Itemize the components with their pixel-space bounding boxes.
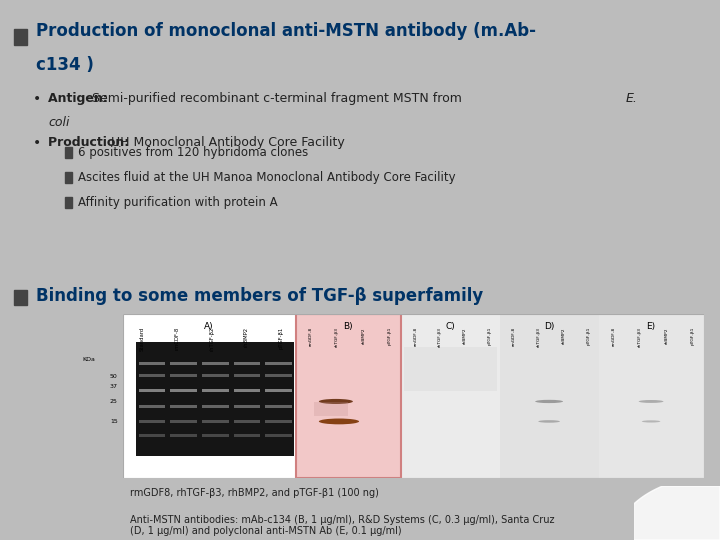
Bar xyxy=(234,420,261,423)
Text: UH Monoclonal Antibody Core Facility: UH Monoclonal Antibody Core Facility xyxy=(111,136,344,148)
Bar xyxy=(598,314,703,478)
Text: E): E) xyxy=(647,322,656,330)
Bar xyxy=(234,362,261,365)
Text: pTGF-β1: pTGF-β1 xyxy=(387,327,392,346)
Text: B): B) xyxy=(343,322,353,330)
Text: rhBMP2: rhBMP2 xyxy=(361,327,365,343)
Bar xyxy=(171,420,197,423)
Bar xyxy=(401,314,500,478)
Ellipse shape xyxy=(319,418,359,424)
Bar xyxy=(265,406,292,408)
Ellipse shape xyxy=(642,420,660,422)
Bar xyxy=(202,389,229,392)
Bar xyxy=(202,362,229,365)
Text: rmGDF8, rhTGF-β3, rhBMP2, and pTGF-β1 (100 ng): rmGDF8, rhTGF-β3, rhBMP2, and pTGF-β1 (1… xyxy=(130,488,379,498)
Bar xyxy=(171,434,197,437)
Bar xyxy=(314,402,348,416)
Bar xyxy=(202,420,229,423)
Text: rmGDF-8: rmGDF-8 xyxy=(309,327,313,346)
Text: •: • xyxy=(32,136,41,150)
Text: rhTGF-β2: rhTGF-β2 xyxy=(210,327,214,352)
Bar xyxy=(265,362,292,365)
Bar xyxy=(65,172,72,183)
Text: E.: E. xyxy=(626,92,637,105)
Bar xyxy=(139,434,166,437)
Ellipse shape xyxy=(639,400,663,403)
Text: pTGF-β1: pTGF-β1 xyxy=(487,327,491,346)
Text: Binding to some members of TGF-β superfamily: Binding to some members of TGF-β superfa… xyxy=(35,287,483,305)
Bar xyxy=(136,342,294,456)
Bar xyxy=(171,362,197,365)
Bar xyxy=(65,147,72,158)
Bar xyxy=(500,314,598,478)
Bar xyxy=(202,374,229,377)
Bar xyxy=(122,314,296,478)
Bar xyxy=(14,290,27,305)
Bar xyxy=(14,29,27,45)
Text: rmGDF-8: rmGDF-8 xyxy=(612,327,616,346)
Text: rmGDF-8: rmGDF-8 xyxy=(413,327,417,346)
Bar xyxy=(234,406,261,408)
Bar xyxy=(65,198,72,208)
Bar xyxy=(171,389,197,392)
Bar xyxy=(234,389,261,392)
Text: C): C) xyxy=(446,322,455,330)
Text: Semi-purified recombinant c-terminal fragment MSTN from: Semi-purified recombinant c-terminal fra… xyxy=(92,92,466,105)
Text: pTGF-β1: pTGF-β1 xyxy=(690,327,695,346)
Bar xyxy=(139,374,166,377)
Text: Production of monoclonal anti-MSTN antibody (m.Ab-: Production of monoclonal anti-MSTN antib… xyxy=(35,22,536,40)
Text: 50: 50 xyxy=(110,374,117,379)
Text: rmGDF-8: rmGDF-8 xyxy=(512,327,516,346)
Text: Affinity purification with protein A: Affinity purification with protein A xyxy=(78,196,278,209)
Ellipse shape xyxy=(535,400,563,403)
Bar xyxy=(265,434,292,437)
Text: pTGF-β1: pTGF-β1 xyxy=(279,327,284,349)
Text: Antigen:: Antigen: xyxy=(48,92,112,105)
Text: Anti-MSTN antibodies: mAb-c134 (B, 1 μg/ml), R&D Systems (C, 0.3 μg/ml), Santa C: Anti-MSTN antibodies: mAb-c134 (B, 1 μg/… xyxy=(130,515,554,536)
Bar xyxy=(139,420,166,423)
Bar xyxy=(139,389,166,392)
Text: coli: coli xyxy=(48,116,70,129)
Text: rhBMP2: rhBMP2 xyxy=(562,327,565,343)
Text: Standard: Standard xyxy=(140,327,145,352)
Text: rhBMP2: rhBMP2 xyxy=(665,327,668,343)
Text: rhTGF-β3: rhTGF-β3 xyxy=(335,327,339,347)
Text: 37: 37 xyxy=(109,384,117,389)
Text: •: • xyxy=(32,92,41,106)
Bar xyxy=(139,406,166,408)
Bar xyxy=(265,389,292,392)
Text: pTGF-β1: pTGF-β1 xyxy=(586,327,590,346)
Bar xyxy=(404,347,497,390)
Text: Ascites fluid at the UH Manoa Monoclonal Antibody Core Facility: Ascites fluid at the UH Manoa Monoclonal… xyxy=(78,171,456,184)
Text: 15: 15 xyxy=(110,419,117,424)
Text: 6 positives from 120 hybridoma clones: 6 positives from 120 hybridoma clones xyxy=(78,146,308,159)
Bar xyxy=(296,314,401,478)
Bar xyxy=(202,434,229,437)
Text: rmCDF-8: rmCDF-8 xyxy=(174,327,179,350)
Text: rhBMP2: rhBMP2 xyxy=(462,327,467,343)
Text: rhBMP2: rhBMP2 xyxy=(244,327,249,347)
Bar xyxy=(265,420,292,423)
Ellipse shape xyxy=(319,399,353,404)
Text: c134 ): c134 ) xyxy=(35,57,94,75)
Text: rhTGF-β3: rhTGF-β3 xyxy=(438,327,442,347)
Text: D): D) xyxy=(544,322,554,330)
Polygon shape xyxy=(634,486,720,540)
Text: rhTGF-β3: rhTGF-β3 xyxy=(638,327,642,347)
Text: rhTGF-β3: rhTGF-β3 xyxy=(536,327,541,347)
Ellipse shape xyxy=(539,420,560,423)
Bar xyxy=(234,434,261,437)
Text: KDa: KDa xyxy=(82,357,95,362)
Text: 25: 25 xyxy=(110,399,117,404)
Bar xyxy=(265,374,292,377)
Bar xyxy=(296,314,401,478)
Bar xyxy=(139,362,166,365)
Bar xyxy=(202,406,229,408)
Text: Production:: Production: xyxy=(48,136,134,148)
Bar xyxy=(234,374,261,377)
Text: A): A) xyxy=(204,322,214,330)
Bar xyxy=(171,406,197,408)
Bar xyxy=(171,374,197,377)
